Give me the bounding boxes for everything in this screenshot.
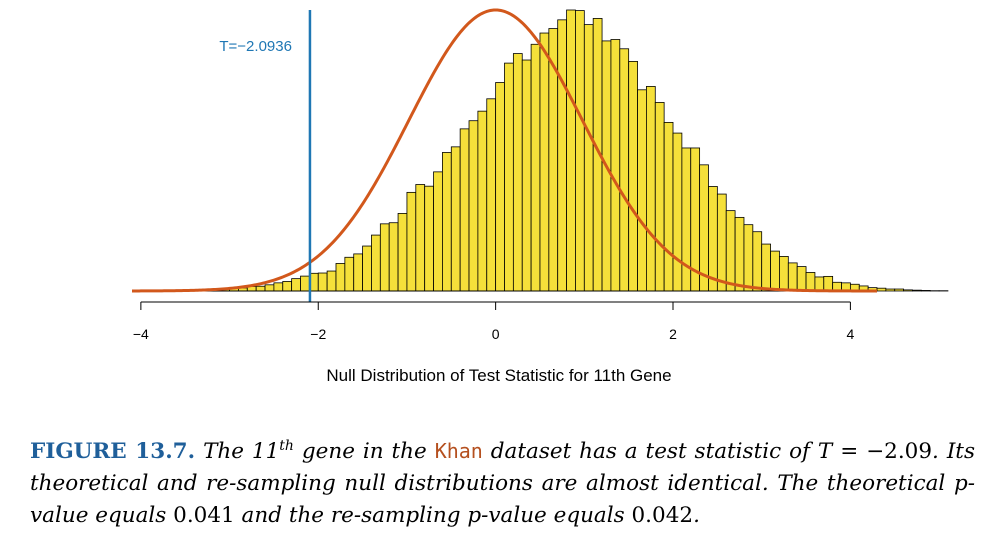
histogram-bar — [300, 275, 310, 292]
histogram-bar — [450, 146, 461, 292]
caption-math-T: T — [817, 439, 833, 465]
x-axis: −4 −2 0 2 4 — [133, 301, 854, 342]
histogram-bar — [317, 272, 328, 292]
histogram-bar — [610, 39, 621, 292]
histogram-bar — [628, 61, 638, 292]
histogram-bar — [468, 120, 479, 292]
x-tick-label: 4 — [846, 326, 854, 342]
histogram-bars — [132, 9, 949, 292]
histogram-bar — [557, 19, 567, 292]
caption-label: FIGURE 13.7. — [30, 439, 196, 465]
histogram-bar — [575, 10, 585, 292]
histogram-bar — [495, 82, 505, 292]
histogram-bar — [903, 289, 913, 292]
test-statistic-label: T=−2.0936 — [219, 38, 292, 55]
theoretical-density-curve — [131, 8, 877, 293]
histogram-bar — [734, 216, 745, 292]
histogram-bar — [885, 288, 896, 292]
histogram-bar — [397, 213, 408, 292]
histogram-chart: T=−2.0936 −4 −2 0 2 4 Null Distribution of T… — [131, 8, 949, 385]
caption-superscript: th — [279, 438, 294, 454]
histogram-bar — [433, 171, 443, 292]
histogram-bar — [442, 152, 452, 292]
histogram-bar — [477, 110, 488, 292]
caption-text-3: dataset has a test statistic of — [482, 439, 810, 465]
histogram-bar — [814, 276, 825, 292]
histogram-bar — [619, 48, 630, 292]
histogram-bar — [282, 281, 293, 292]
histogram-bar — [521, 59, 532, 292]
x-tick-label: 0 — [492, 326, 500, 342]
histogram-bar — [415, 184, 426, 292]
x-tick-label: 2 — [669, 326, 677, 342]
histogram-bar — [912, 289, 922, 292]
caption-text-6: . — [693, 503, 700, 529]
histogram-bar — [708, 186, 718, 292]
histogram-bar — [459, 128, 470, 292]
histogram-bar — [335, 263, 346, 292]
histogram-bar — [406, 191, 417, 292]
histogram-bar — [264, 284, 275, 292]
caption-dataset-name: Khan — [434, 439, 483, 464]
histogram-bar — [486, 98, 497, 292]
histogram-bar — [504, 62, 514, 292]
histogram-bar — [371, 234, 381, 292]
histogram-bar — [725, 210, 736, 292]
x-tick-label: −4 — [133, 326, 149, 342]
caption-math-eq: = −2.09 — [832, 439, 933, 465]
histogram-bar — [681, 147, 692, 292]
histogram-bar — [424, 185, 434, 292]
histogram-bar — [761, 243, 771, 292]
histogram-bar — [876, 287, 887, 292]
histogram-bar — [672, 132, 683, 292]
histogram-bar — [583, 24, 594, 292]
histogram-bar — [743, 224, 754, 292]
histogram-bar — [823, 275, 834, 292]
caption-pvalue-resampling: 0.042 — [631, 503, 694, 529]
histogram-bar — [353, 253, 364, 292]
histogram-bar — [379, 223, 390, 292]
histogram-bar — [255, 285, 266, 292]
histogram-bar — [663, 122, 674, 292]
histogram-bar — [362, 245, 372, 292]
histogram-bar — [530, 43, 541, 292]
histogram-bar — [779, 256, 789, 292]
histogram-bar — [388, 222, 399, 292]
caption-text-1: The 11 — [203, 439, 280, 465]
histogram-bar — [344, 256, 355, 292]
histogram-bar — [716, 193, 727, 292]
histogram-bar — [291, 278, 301, 292]
histogram-bar — [273, 282, 284, 292]
histogram-bar — [787, 262, 798, 292]
caption-text-2: gene in the — [293, 439, 435, 465]
histogram-bar — [637, 89, 647, 292]
caption-text-5: and the re-sampling p-value equals — [234, 503, 632, 529]
x-axis-title: Null Distribution of Test Statistic for … — [326, 366, 671, 385]
figure-caption: FIGURE 13.7. The 11th gene in the Khan d… — [30, 430, 975, 532]
caption-pvalue-theoretical: 0.041 — [173, 503, 235, 529]
histogram-bar — [770, 250, 780, 292]
x-tick-label: −2 — [310, 326, 326, 342]
histogram-bar — [654, 102, 665, 292]
caption-text-4: . Its theoretical and re-sampling null d… — [30, 439, 975, 529]
histogram-bar — [539, 32, 550, 292]
histogram-bar — [805, 272, 816, 292]
histogram-bar — [326, 270, 337, 292]
histogram-bar — [699, 164, 709, 292]
histogram-bar — [752, 231, 763, 292]
histogram-bar — [894, 288, 905, 292]
histogram-bar — [796, 266, 807, 292]
histogram-bar — [646, 86, 656, 292]
histogram-bar — [512, 53, 523, 292]
histogram-bar — [920, 290, 931, 292]
histogram-bar — [566, 9, 576, 292]
